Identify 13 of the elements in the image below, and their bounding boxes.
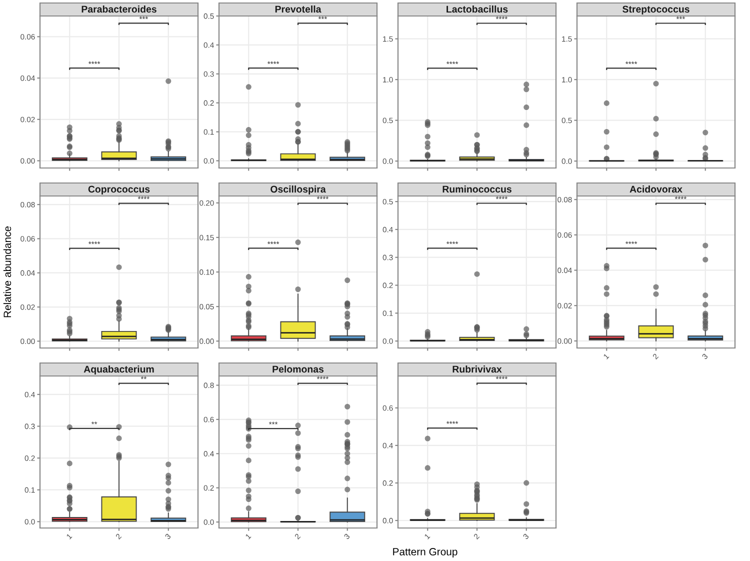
chart-title: Rubrivivax xyxy=(452,365,502,373)
chart-title: Parabacteroides xyxy=(82,5,156,13)
chart-title: Lactobacillus xyxy=(446,5,508,13)
chart-title: Prevotella xyxy=(275,5,322,13)
chart-title: Oscillospira xyxy=(270,185,326,195)
x-axis-title: Pattern Group xyxy=(393,548,458,558)
chart-title: Acidovorax xyxy=(630,185,682,193)
chart-title: Streptococcus xyxy=(622,6,690,15)
chart-title: Pelomonas xyxy=(272,365,324,373)
chart-title: Aquabacterium xyxy=(84,365,154,375)
chart-title: Ruminococcus xyxy=(442,185,512,193)
chart-title: Coprococcus xyxy=(88,186,150,195)
y-axis-title: Relative abundance xyxy=(3,226,12,318)
